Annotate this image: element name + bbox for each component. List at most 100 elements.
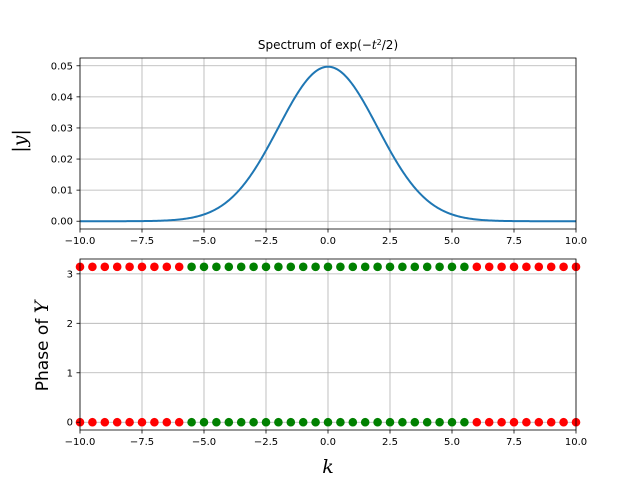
- phase-point: [422, 262, 432, 272]
- bottom-x-tick-label: 0.0: [320, 437, 336, 448]
- top-x-tick-label: 5.0: [444, 236, 460, 247]
- phase-point: [150, 417, 159, 427]
- phase-point: [336, 417, 345, 427]
- bottom-chart: −10.0 −7.5 −5.0 −2.5 0.0 2.5 5.0 7.5 10.0 0 1 2 3: [65, 258, 587, 448]
- phase-point: [199, 262, 209, 272]
- phase-point: [274, 262, 283, 272]
- top-y-tick-label: 0.01: [51, 186, 73, 197]
- phase-point: [162, 262, 172, 272]
- top-y-tick-label: 0.02: [51, 155, 73, 166]
- phase-point: [249, 417, 258, 427]
- phase-point: [150, 262, 159, 272]
- phase-point: [522, 417, 531, 427]
- phase-point: [274, 417, 283, 427]
- phase-point: [522, 262, 531, 272]
- bottom-y-tick-label: 2: [67, 319, 73, 330]
- phase-point: [137, 417, 147, 427]
- phase-point: [323, 262, 333, 272]
- top-y-tick-label: 0.04: [51, 92, 73, 103]
- phase-point: [484, 417, 494, 427]
- phase-point: [311, 417, 320, 427]
- phase-point: [236, 417, 246, 427]
- phase-point: [187, 417, 196, 427]
- phase-point: [100, 262, 110, 272]
- phase-point: [410, 417, 420, 427]
- top-x-tick-label: 7.5: [506, 236, 522, 247]
- bottom-x-tick-label: −10.0: [65, 437, 96, 448]
- phase-point: [174, 417, 184, 427]
- phase-point: [435, 417, 444, 427]
- bottom-x-tick-label: −5.0: [192, 437, 216, 448]
- bottom-ticks: −10.0 −7.5 −5.0 −2.5 0.0 2.5 5.0 7.5 10.0 0 1 2 3: [65, 269, 587, 448]
- top-x-tick-label: −2.5: [254, 236, 278, 247]
- spectrum-magnitude-line: [80, 65, 576, 223]
- phase-point: [286, 262, 296, 272]
- phase-point: [261, 262, 271, 272]
- bottom-y-tick-label: 3: [67, 269, 73, 280]
- phase-point: [100, 417, 110, 427]
- top-x-tick-label: −10.0: [65, 236, 96, 247]
- phase-point: [162, 417, 172, 427]
- bottom-y-tick-label: 1: [67, 368, 73, 379]
- phase-point: [484, 262, 494, 272]
- phase-point: [137, 262, 147, 272]
- phase-point: [546, 417, 556, 427]
- phase-point: [212, 262, 221, 272]
- phase-point: [88, 417, 97, 427]
- phase-point: [224, 417, 234, 427]
- phase-point: [447, 262, 457, 272]
- phase-point: [348, 417, 358, 427]
- phase-point: [460, 262, 469, 272]
- bottom-x-tick-label: 10.0: [565, 437, 587, 448]
- phase-point: [360, 417, 370, 427]
- phase-point: [298, 262, 308, 272]
- top-y-axis-label: |y|: [9, 129, 31, 153]
- top-x-tick-label: 0.0: [320, 236, 336, 247]
- top-chart-title: Spectrum of exp(−t2/2): [258, 38, 398, 53]
- phase-point: [460, 417, 469, 427]
- phase-point: [385, 262, 395, 272]
- phase-point: [398, 262, 407, 272]
- phase-point: [534, 417, 544, 427]
- phase-point: [509, 417, 519, 427]
- top-x-tick-label: 10.0: [565, 236, 587, 247]
- bottom-x-tick-label: 2.5: [382, 437, 398, 448]
- top-series: [80, 65, 576, 223]
- phase-point: [447, 417, 457, 427]
- top-x-tick-label: −5.0: [192, 236, 216, 247]
- phase-point: [497, 262, 506, 272]
- phase-point: [509, 262, 519, 272]
- phase-point: [224, 262, 234, 272]
- phase-point: [112, 262, 122, 272]
- top-y-tick-label: 0.05: [51, 61, 73, 72]
- phase-point: [174, 262, 184, 272]
- phase-point: [422, 417, 432, 427]
- phase-point: [559, 262, 568, 272]
- phase-point: [187, 262, 196, 272]
- bottom-x-tick-label: −7.5: [130, 437, 154, 448]
- phase-point: [373, 417, 382, 427]
- phase-point: [546, 262, 556, 272]
- phase-point: [323, 417, 333, 427]
- phase-point: [472, 417, 482, 427]
- phase-point: [559, 417, 568, 427]
- phase-point: [534, 262, 544, 272]
- phase-point: [125, 262, 134, 272]
- phase-point: [125, 417, 134, 427]
- phase-point: [348, 262, 358, 272]
- top-x-tick-label: −7.5: [130, 236, 154, 247]
- top-x-tick-label: 2.5: [382, 236, 398, 247]
- phase-point: [212, 417, 221, 427]
- phase-point: [385, 417, 395, 427]
- phase-point: [336, 262, 345, 272]
- bottom-series: [75, 262, 581, 427]
- phase-point: [112, 417, 122, 427]
- phase-point: [497, 417, 506, 427]
- top-ticks: −10.0 −7.5 −5.0 −2.5 0.0 2.5 5.0 7.5 10.0 0.00 0.0…: [51, 61, 587, 247]
- phase-point: [472, 262, 482, 272]
- phase-point: [88, 262, 97, 272]
- phase-point: [410, 262, 420, 272]
- top-y-tick-label: 0.03: [51, 123, 73, 134]
- bottom-y-axis-label: Phase of Y: [31, 298, 53, 391]
